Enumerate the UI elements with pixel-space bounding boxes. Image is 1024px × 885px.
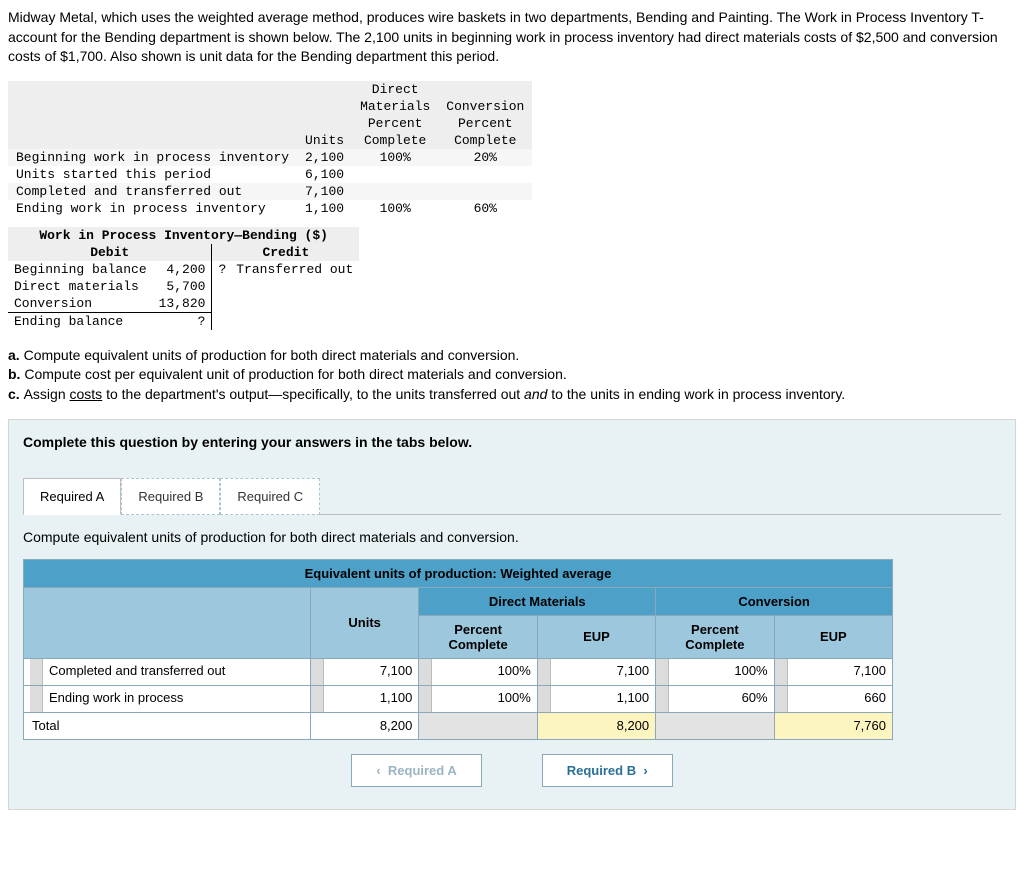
tab-panel-a: Compute equivalent units of production f… [23,514,1001,787]
tab-required-a[interactable]: Required A [23,478,121,515]
tab-required-b[interactable]: Required B [121,478,220,515]
prev-required-a-button[interactable]: ‹ Required A [351,754,481,787]
dm-eup-cell: 1,100 [537,685,655,712]
calc-title: Equivalent units of production: Weighted… [24,559,893,587]
unit-data-table: Direct Materials Conversion Percent Perc… [8,81,532,217]
chevron-right-icon: › [636,763,648,778]
dm-eup-cell: 7,100 [537,658,655,685]
panel-instruction: Compute equivalent units of production f… [23,529,1001,545]
chevron-left-icon: ‹ [376,763,388,778]
tab-required-c[interactable]: Required C [220,478,320,515]
answer-area: Complete this question by entering your … [8,419,1016,810]
units-input[interactable]: 1,100 [310,685,418,712]
unit-row-label: Beginning work in process inventory [8,149,297,166]
dm-pct-input[interactable]: 100% [419,685,537,712]
cv-eup-cell: 7,100 [774,658,892,685]
table-total-row: Total 8,200 8,200 7,760 [24,712,893,739]
cv-pct-input[interactable]: 60% [656,685,774,712]
cv-pct-input[interactable]: 100% [656,658,774,685]
next-required-b-button[interactable]: Required B › [542,754,673,787]
problem-intro: Midway Metal, which uses the weighted av… [8,8,1016,67]
questions-block: a. Compute equivalent units of productio… [8,346,1016,405]
dm-pct-input[interactable]: 100% [419,658,537,685]
cv-eup-cell: 660 [774,685,892,712]
t-account-table: Work in Process Inventory—Bending ($) De… [8,227,359,330]
calc-table: Equivalent units of production: Weighted… [23,559,893,740]
table-row: Completed and transferred out 7,100 100%… [24,658,893,685]
row-label-cell[interactable]: Ending work in process [24,685,311,712]
units-input[interactable]: 7,100 [310,658,418,685]
tabs: Required A Required B Required C [23,478,1001,515]
table-row: Ending work in process 1,100 100% 1,100 … [24,685,893,712]
row-label-cell[interactable]: Completed and transferred out [24,658,311,685]
answer-instruction: Complete this question by entering your … [23,434,1001,450]
